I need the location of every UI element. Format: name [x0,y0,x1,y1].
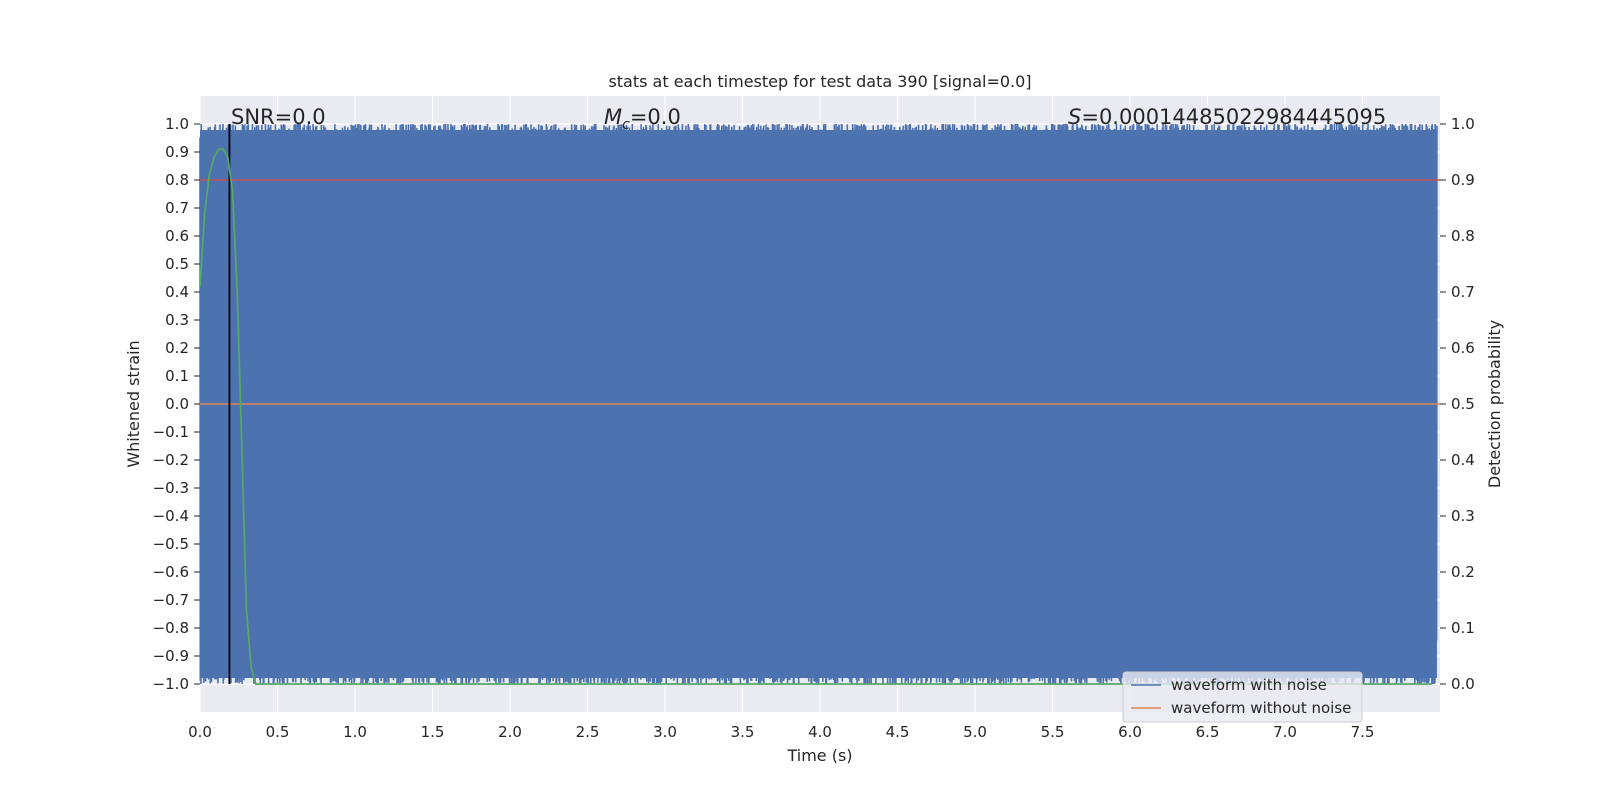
x-axis-label: Time (s) [786,746,852,765]
x-tick-label: 7.0 [1273,723,1297,741]
y-tick-label: −0.6 [153,563,189,581]
y-tick-label: 0.0 [165,395,189,413]
y-tick-label: −0.5 [153,535,189,553]
legend-box [1122,671,1363,723]
y2-tick-label: 0.5 [1451,395,1475,413]
y-tick-label: 0.6 [165,227,189,245]
x-tick-label: 0.0 [188,723,212,741]
y-tick-label: −0.2 [153,451,189,469]
y-tick-label: 0.7 [165,199,189,217]
y-tick-label: −0.3 [153,479,189,497]
y-tick-label: −0.1 [153,423,189,441]
y-tick-label: 0.8 [165,171,189,189]
x-tick-label: 1.5 [421,723,445,741]
tick-labels: 0.0 0.5 1.0 1.5 2.0 2.5 3.0 3.5 4.0 4.5 5.0 5.5 6.0 6… [153,115,1475,741]
legend-label-clean: waveform without noise [1171,699,1351,717]
series-lines [199,124,1440,685]
y2-tick-label: 0.1 [1451,619,1475,637]
x-tick-label: 4.5 [886,723,910,741]
x-tick-label: 2.0 [498,723,522,741]
y-tick-label: 1.0 [165,115,189,133]
y-axis-label: Whitened strain [124,340,143,467]
x-tick-label: 3.0 [653,723,677,741]
x-tick-label: 4.0 [808,723,832,741]
chirp-mass-annotation: Mc=0.0 [604,105,681,133]
x-tick-label: 1.0 [343,723,367,741]
x-tick-label: 0.5 [266,723,290,741]
mc-symbol: M [604,105,622,129]
y2-tick-label: 0.2 [1451,563,1475,581]
x-tick-label: 6.5 [1196,723,1220,741]
y-tick-label: −0.7 [153,591,189,609]
y2-tick-label: 0.7 [1451,283,1475,301]
y2-tick-label: 0.8 [1451,227,1475,245]
legend: waveform with noise waveform without noi… [1122,671,1363,723]
mc-subscript: c [622,117,630,133]
mc-value: =0.0 [630,105,681,129]
y2-tick-label: 0.9 [1451,171,1475,189]
s-annotation: S=0.00014485022984445095 [1068,105,1386,129]
detection-probability-line [199,148,1433,685]
y2-tick-label: 1.0 [1451,115,1475,133]
s-symbol: S [1068,105,1081,129]
legend-label-noise: waveform with noise [1171,676,1327,694]
y-tick-label: 0.3 [165,311,189,329]
s-value: =0.00014485022984445095 [1081,105,1386,129]
snr-annotation: SNR=0.0 [231,105,326,129]
y-tick-label: 0.5 [165,255,189,273]
noise-waveform-line [199,123,1438,685]
x-tick-label: 7.5 [1351,723,1375,741]
y2-tick-label: 0.3 [1451,507,1475,525]
x-tick-label: 5.5 [1041,723,1065,741]
chart-title: stats at each timestep for test data 390… [608,72,1031,91]
y-tick-label: −0.8 [153,619,189,637]
x-tick-label: 3.5 [731,723,755,741]
y-tick-label: 0.4 [165,283,189,301]
y2-tick-label: 0.6 [1451,339,1475,357]
x-tick-label: 6.0 [1118,723,1142,741]
y-tick-label: −0.4 [153,507,189,525]
y2-tick-label: 0.4 [1451,451,1475,469]
y-tick-label: 0.9 [165,143,189,161]
y2-axis-label: Detection probability [1485,320,1504,488]
y-tick-label: −0.9 [153,647,189,665]
x-tick-label: 2.5 [576,723,600,741]
y-tick-label: 0.2 [165,339,189,357]
y-tick-label: 0.1 [165,367,189,385]
x-tick-label: 5.0 [963,723,987,741]
y-tick-label: −1.0 [153,675,189,693]
y2-tick-label: 0.0 [1451,675,1475,693]
